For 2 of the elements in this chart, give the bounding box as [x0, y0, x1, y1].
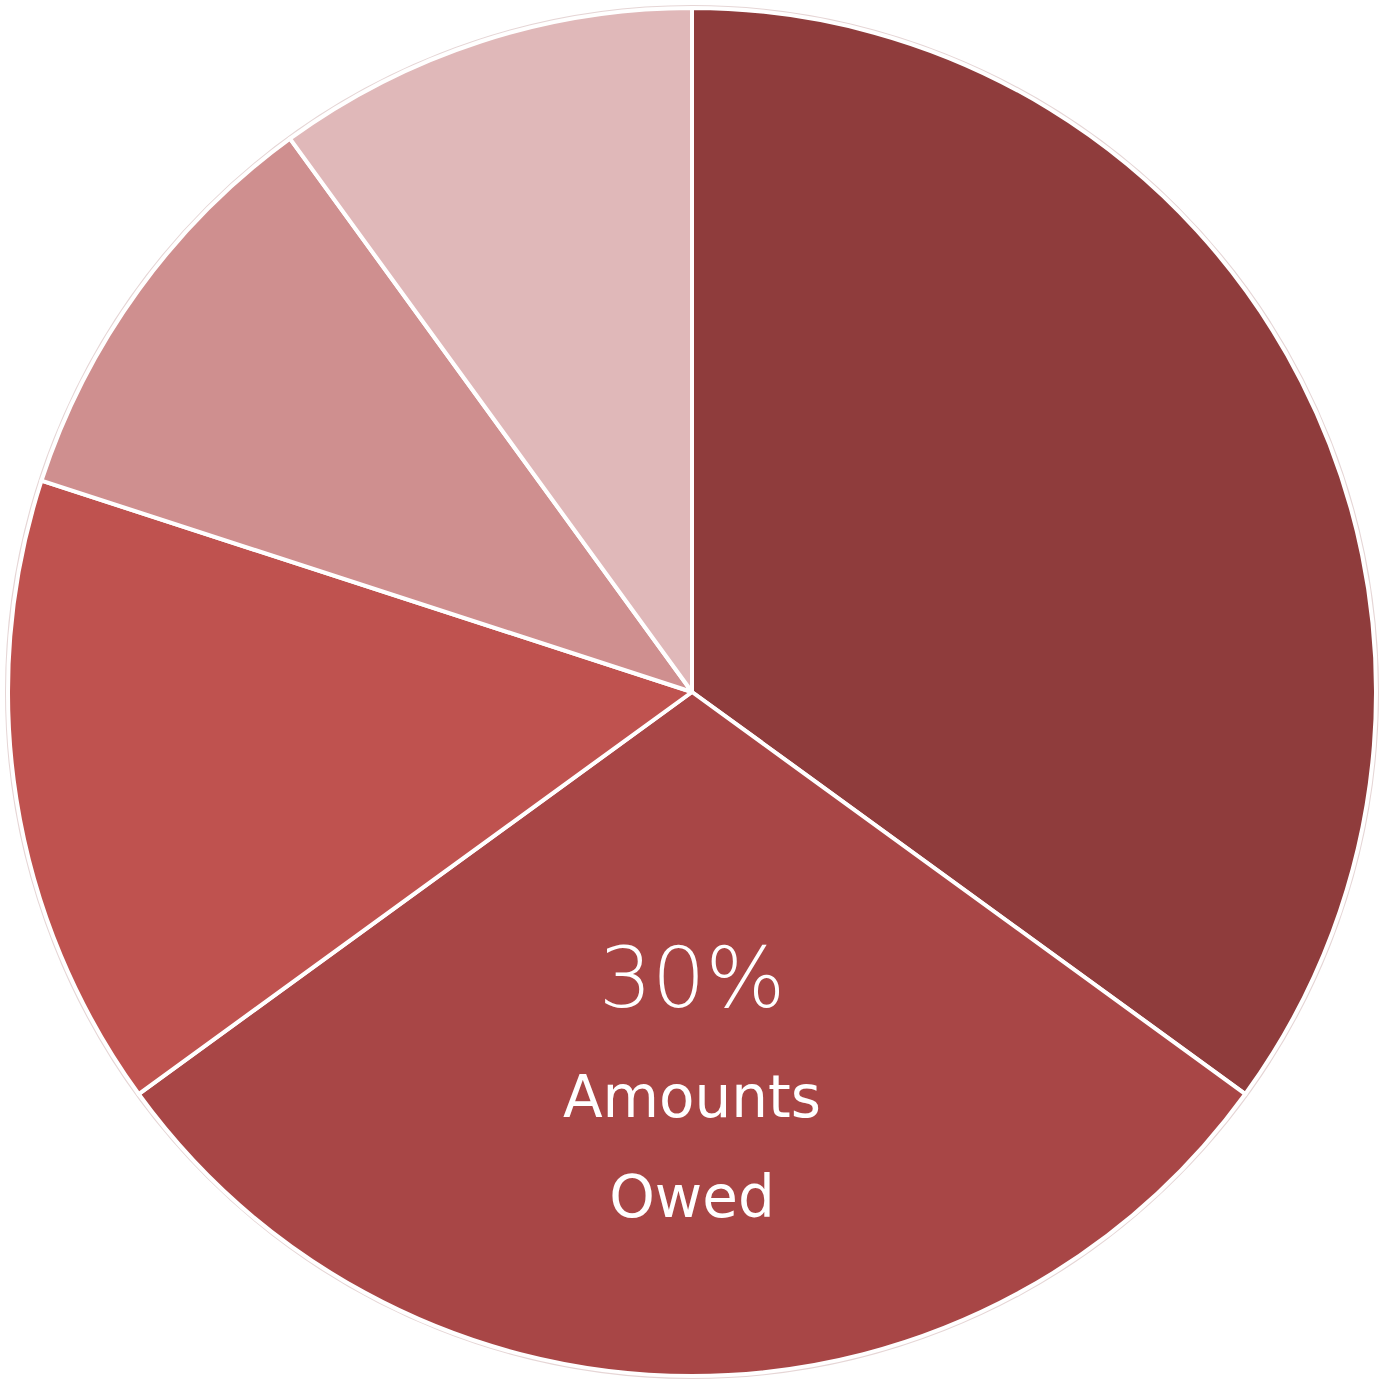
data-label: 30% — [598, 928, 786, 1027]
slice-label: Amounts Owed — [562, 1062, 822, 1231]
